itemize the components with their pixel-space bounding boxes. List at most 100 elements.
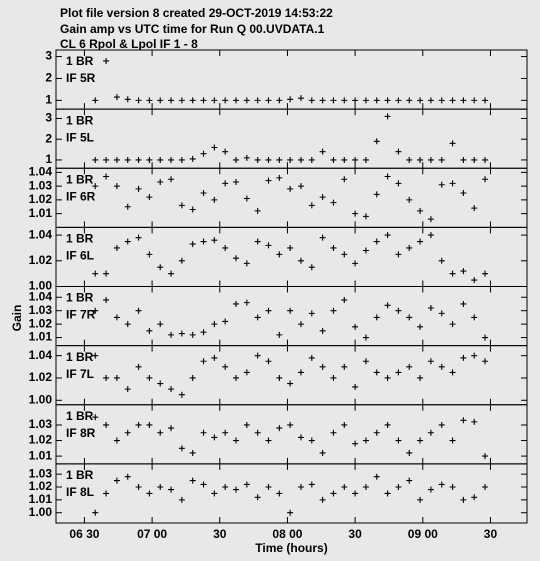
data-point	[341, 176, 348, 183]
data-point	[200, 481, 207, 488]
data-point	[373, 473, 380, 480]
data-point	[243, 97, 250, 104]
panel-frame	[55, 404, 528, 465]
data-point	[482, 156, 489, 163]
data-point	[287, 185, 294, 192]
data-point	[427, 97, 434, 104]
data-point	[319, 327, 326, 334]
data-point	[168, 486, 175, 493]
data-point	[427, 232, 434, 239]
data-point	[243, 481, 250, 488]
y-tick-label: 1.01	[29, 492, 53, 506]
data-point	[178, 202, 185, 209]
data-point	[233, 156, 240, 163]
data-point	[200, 190, 207, 196]
data-point	[254, 314, 261, 321]
data-point	[211, 97, 218, 104]
data-point	[362, 334, 369, 341]
data-point	[406, 156, 413, 163]
data-point	[395, 437, 402, 444]
data-point	[243, 195, 250, 202]
y-tick-label: 3	[45, 111, 52, 125]
data-point	[124, 321, 131, 328]
data-point	[92, 156, 99, 163]
data-point	[319, 363, 326, 370]
y-tick-label: 1	[45, 93, 52, 107]
data-point	[157, 264, 164, 271]
data-point	[330, 490, 337, 497]
data-point	[113, 94, 120, 101]
data-point	[362, 247, 369, 254]
data-point	[427, 429, 434, 436]
data-point	[362, 156, 369, 163]
x-tick-label: 30	[484, 527, 498, 541]
data-point	[308, 264, 315, 271]
data-point	[438, 181, 445, 188]
panel-annotation: IF 8R	[66, 426, 96, 440]
data-point	[113, 156, 120, 163]
data-point	[178, 496, 185, 503]
data-point	[308, 202, 315, 209]
data-point	[157, 484, 164, 491]
y-axis-label: Gain	[10, 305, 24, 332]
data-point	[438, 156, 445, 163]
data-point	[189, 155, 196, 162]
data-point	[243, 369, 250, 376]
data-point	[449, 437, 456, 444]
data-point	[297, 484, 304, 491]
data-point	[135, 363, 142, 370]
data-point	[449, 484, 456, 491]
data-point	[373, 138, 380, 145]
data-point	[146, 156, 153, 163]
data-point	[243, 421, 250, 428]
data-point	[362, 358, 369, 365]
data-point	[460, 417, 467, 424]
data-point	[157, 156, 164, 163]
data-point	[406, 314, 413, 321]
data-point	[373, 429, 380, 436]
data-point	[427, 358, 434, 365]
data-point	[178, 330, 185, 337]
title-line: Plot file version 8 created 29-OCT-2019 …	[60, 6, 333, 20]
data-point	[319, 97, 326, 104]
data-point	[168, 156, 175, 163]
data-point	[254, 352, 261, 359]
data-point	[103, 296, 110, 303]
data-point	[482, 484, 489, 491]
data-point	[265, 242, 272, 249]
data-point	[460, 190, 467, 196]
y-tick-label: 1.02	[29, 479, 53, 493]
x-tick-label: 06 30	[69, 527, 99, 541]
data-point	[211, 196, 218, 203]
y-tick-label: 1.00	[29, 505, 53, 519]
data-point	[438, 257, 445, 264]
data-point	[265, 437, 272, 444]
data-point	[276, 374, 283, 381]
y-tick-label: 1.02	[29, 192, 53, 206]
data-point	[200, 358, 207, 365]
data-point	[330, 156, 337, 163]
data-point	[449, 270, 456, 277]
panel-annotation: 1 BR	[66, 468, 94, 482]
data-point	[427, 156, 434, 163]
data-point	[233, 486, 240, 493]
data-point	[330, 199, 337, 206]
data-point	[373, 238, 380, 245]
data-point	[222, 484, 229, 491]
panel-frame	[55, 167, 528, 228]
data-point	[362, 213, 369, 220]
data-point	[395, 307, 402, 314]
data-point	[189, 241, 196, 248]
data-point	[297, 257, 304, 264]
data-point	[265, 307, 272, 314]
data-point	[265, 484, 272, 491]
y-tick-label: 1	[45, 152, 52, 166]
data-point	[157, 97, 164, 104]
y-tick-label: 1.02	[29, 370, 53, 384]
data-point	[287, 421, 294, 428]
data-point	[308, 481, 315, 488]
data-point	[438, 363, 445, 370]
data-point	[265, 177, 272, 184]
x-tick-label: 30	[213, 527, 227, 541]
data-point	[103, 156, 110, 163]
